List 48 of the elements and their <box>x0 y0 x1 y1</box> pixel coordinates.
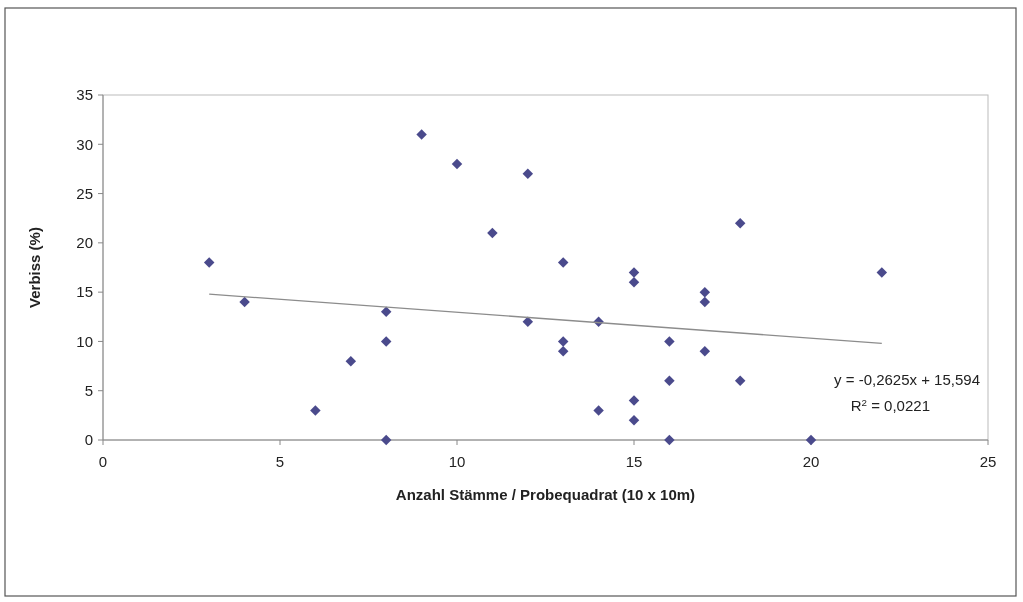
point <box>380 336 392 347</box>
point <box>876 267 888 278</box>
point <box>628 415 640 426</box>
x-tick-label: 25 <box>979 453 997 470</box>
point <box>557 336 569 347</box>
y-tick-label: 10 <box>76 332 93 350</box>
point <box>416 129 427 140</box>
point <box>451 158 463 170</box>
annotation: y = -0,2625x + 15,594 <box>834 371 980 388</box>
point <box>310 405 321 416</box>
point <box>664 375 675 387</box>
point <box>699 286 711 298</box>
point <box>380 434 392 446</box>
x-tick-label: 20 <box>802 453 820 470</box>
x-tick-label: 15 <box>625 453 643 470</box>
point <box>628 277 640 288</box>
x-tick-label: 0 <box>98 453 108 470</box>
y-tick-label: 25 <box>76 184 93 202</box>
y-tick-label: 30 <box>76 135 93 153</box>
y-tick-label: 35 <box>76 86 93 104</box>
point <box>805 434 817 446</box>
x-tick-label: 10 <box>448 453 466 470</box>
point <box>557 257 569 268</box>
y-tick-label: 5 <box>84 381 93 399</box>
y-tick-label: 20 <box>76 234 93 252</box>
point <box>664 434 675 446</box>
x-axis-title: Anzahl Stämme / Probequadrat (10 x 10m) <box>395 486 696 503</box>
point <box>593 405 604 416</box>
point <box>203 257 215 268</box>
y-tick-label: 15 <box>76 283 93 301</box>
point <box>522 316 534 327</box>
point <box>487 227 498 239</box>
point <box>628 267 640 278</box>
point <box>699 296 711 308</box>
point <box>699 346 711 357</box>
x-tick-label: 5 <box>275 453 285 470</box>
y-axis-title: Verbiss (%) <box>26 227 43 308</box>
point <box>345 355 357 367</box>
point <box>380 306 392 318</box>
point <box>239 296 250 308</box>
point <box>734 375 746 387</box>
point <box>664 336 675 347</box>
point <box>557 346 569 357</box>
point <box>522 168 534 180</box>
point <box>734 217 746 229</box>
y-tick-label: 0 <box>84 431 93 449</box>
point <box>628 395 640 406</box>
annotation: R$^{2}$ = 0,0221 <box>850 396 930 414</box>
